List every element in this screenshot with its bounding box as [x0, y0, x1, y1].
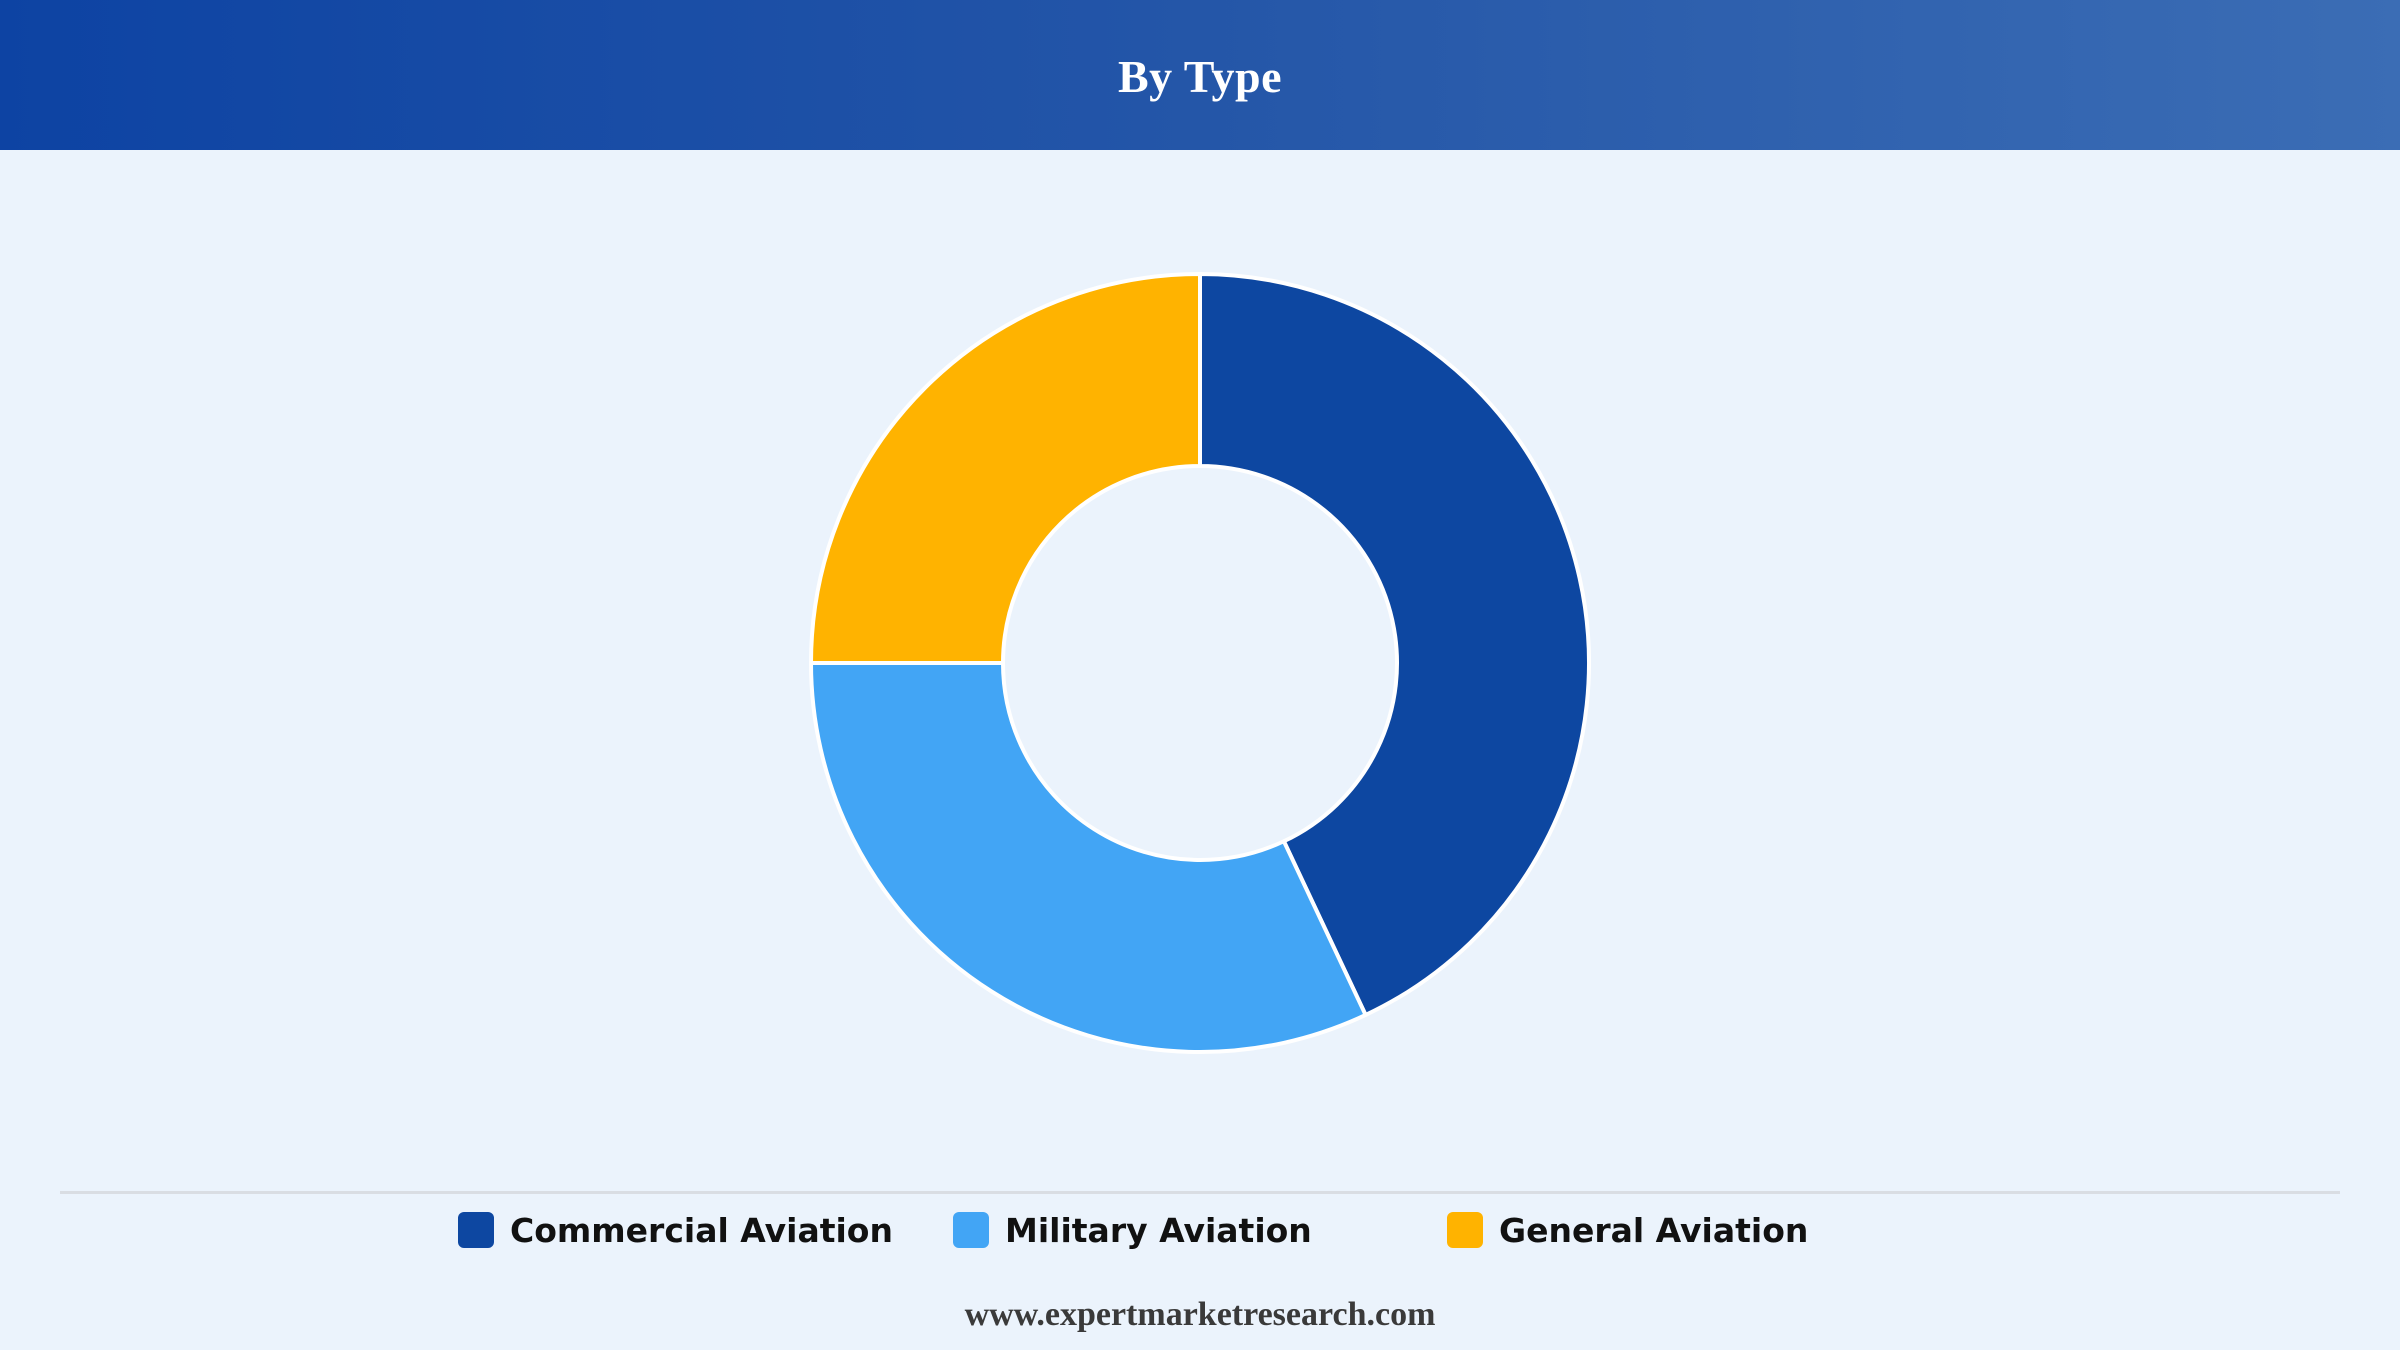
legend-label-military-aviation: Military Aviation	[1005, 1210, 1312, 1250]
legend-swatch-general-aviation	[1447, 1212, 1483, 1248]
legend-swatch-commercial-aviation	[458, 1212, 494, 1248]
donut-chart	[809, 272, 1591, 1054]
donut-slice-general-aviation[interactable]	[809, 272, 1202, 665]
chart-header: By Type	[0, 0, 2400, 150]
legend-label-commercial-aviation: Commercial Aviation	[510, 1210, 893, 1250]
legend-swatch-military-aviation	[953, 1212, 989, 1248]
legend-item-general-aviation[interactable]: General Aviation	[1447, 1208, 1808, 1252]
legend-label-general-aviation: General Aviation	[1499, 1210, 1809, 1250]
chart-title: By Type	[1117, 50, 1283, 102]
donut-slice-commercial-aviation[interactable]	[1198, 272, 1591, 1017]
legend-divider	[60, 1191, 2340, 1194]
donut-slice-military-aviation[interactable]	[809, 661, 1368, 1054]
source-url[interactable]: www.expertmarketresearch.com	[964, 1296, 1436, 1333]
legend-item-military-aviation[interactable]: Military Aviation	[953, 1208, 1312, 1252]
legend-item-commercial-aviation[interactable]: Commercial Aviation	[458, 1208, 893, 1252]
chart-legend: Commercial Aviation Military Aviation Ge…	[0, 1208, 2400, 1252]
